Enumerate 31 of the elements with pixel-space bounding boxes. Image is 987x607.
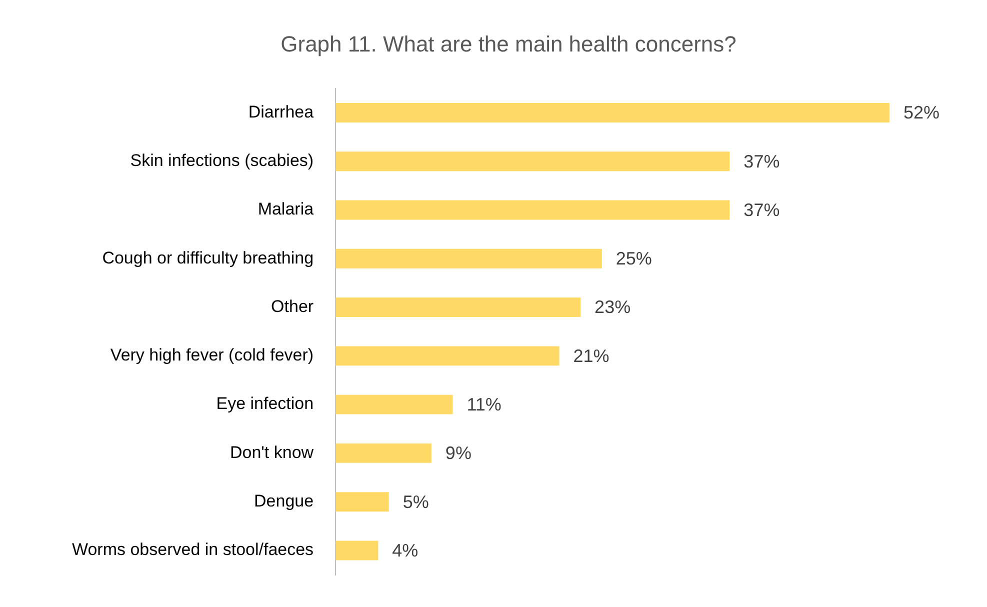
data-label: 37% — [744, 151, 780, 172]
y-tick-label: Diarrhea — [248, 102, 314, 122]
bar — [336, 152, 730, 172]
y-tick-label: Eye infection — [216, 394, 314, 414]
bar — [336, 298, 581, 318]
data-label: 21% — [573, 346, 610, 366]
bar — [336, 346, 560, 366]
bar — [336, 102, 890, 122]
data-label: 9% — [445, 443, 472, 464]
y-tick-label: Dengue — [254, 492, 314, 511]
data-label: 37% — [744, 200, 780, 220]
y-tick-label: Skin infections (scabies) — [130, 151, 314, 170]
bar — [336, 394, 453, 414]
data-label: 23% — [594, 297, 631, 318]
y-tick-label: Don't know — [230, 442, 314, 462]
bar — [336, 248, 602, 268]
y-tick-label: Other — [271, 296, 314, 316]
bar — [336, 443, 432, 463]
y-tick-label: Cough or difficulty breathing — [102, 248, 314, 268]
y-tick-label: Malaria — [258, 200, 314, 219]
data-label: 52% — [903, 102, 940, 123]
data-label: 4% — [392, 540, 418, 560]
y-tick-label: Very high fever (cold fever) — [110, 346, 314, 365]
bar — [336, 200, 730, 220]
chart-title: Graph 11. What are the main health concerns? — [280, 31, 736, 56]
data-label: 5% — [402, 492, 429, 512]
data-label: 11% — [466, 394, 502, 415]
y-tick-label: Worms observed in stool/faeces — [72, 540, 314, 560]
bar — [336, 540, 378, 560]
bar — [336, 492, 389, 512]
data-label: 25% — [616, 248, 652, 269]
